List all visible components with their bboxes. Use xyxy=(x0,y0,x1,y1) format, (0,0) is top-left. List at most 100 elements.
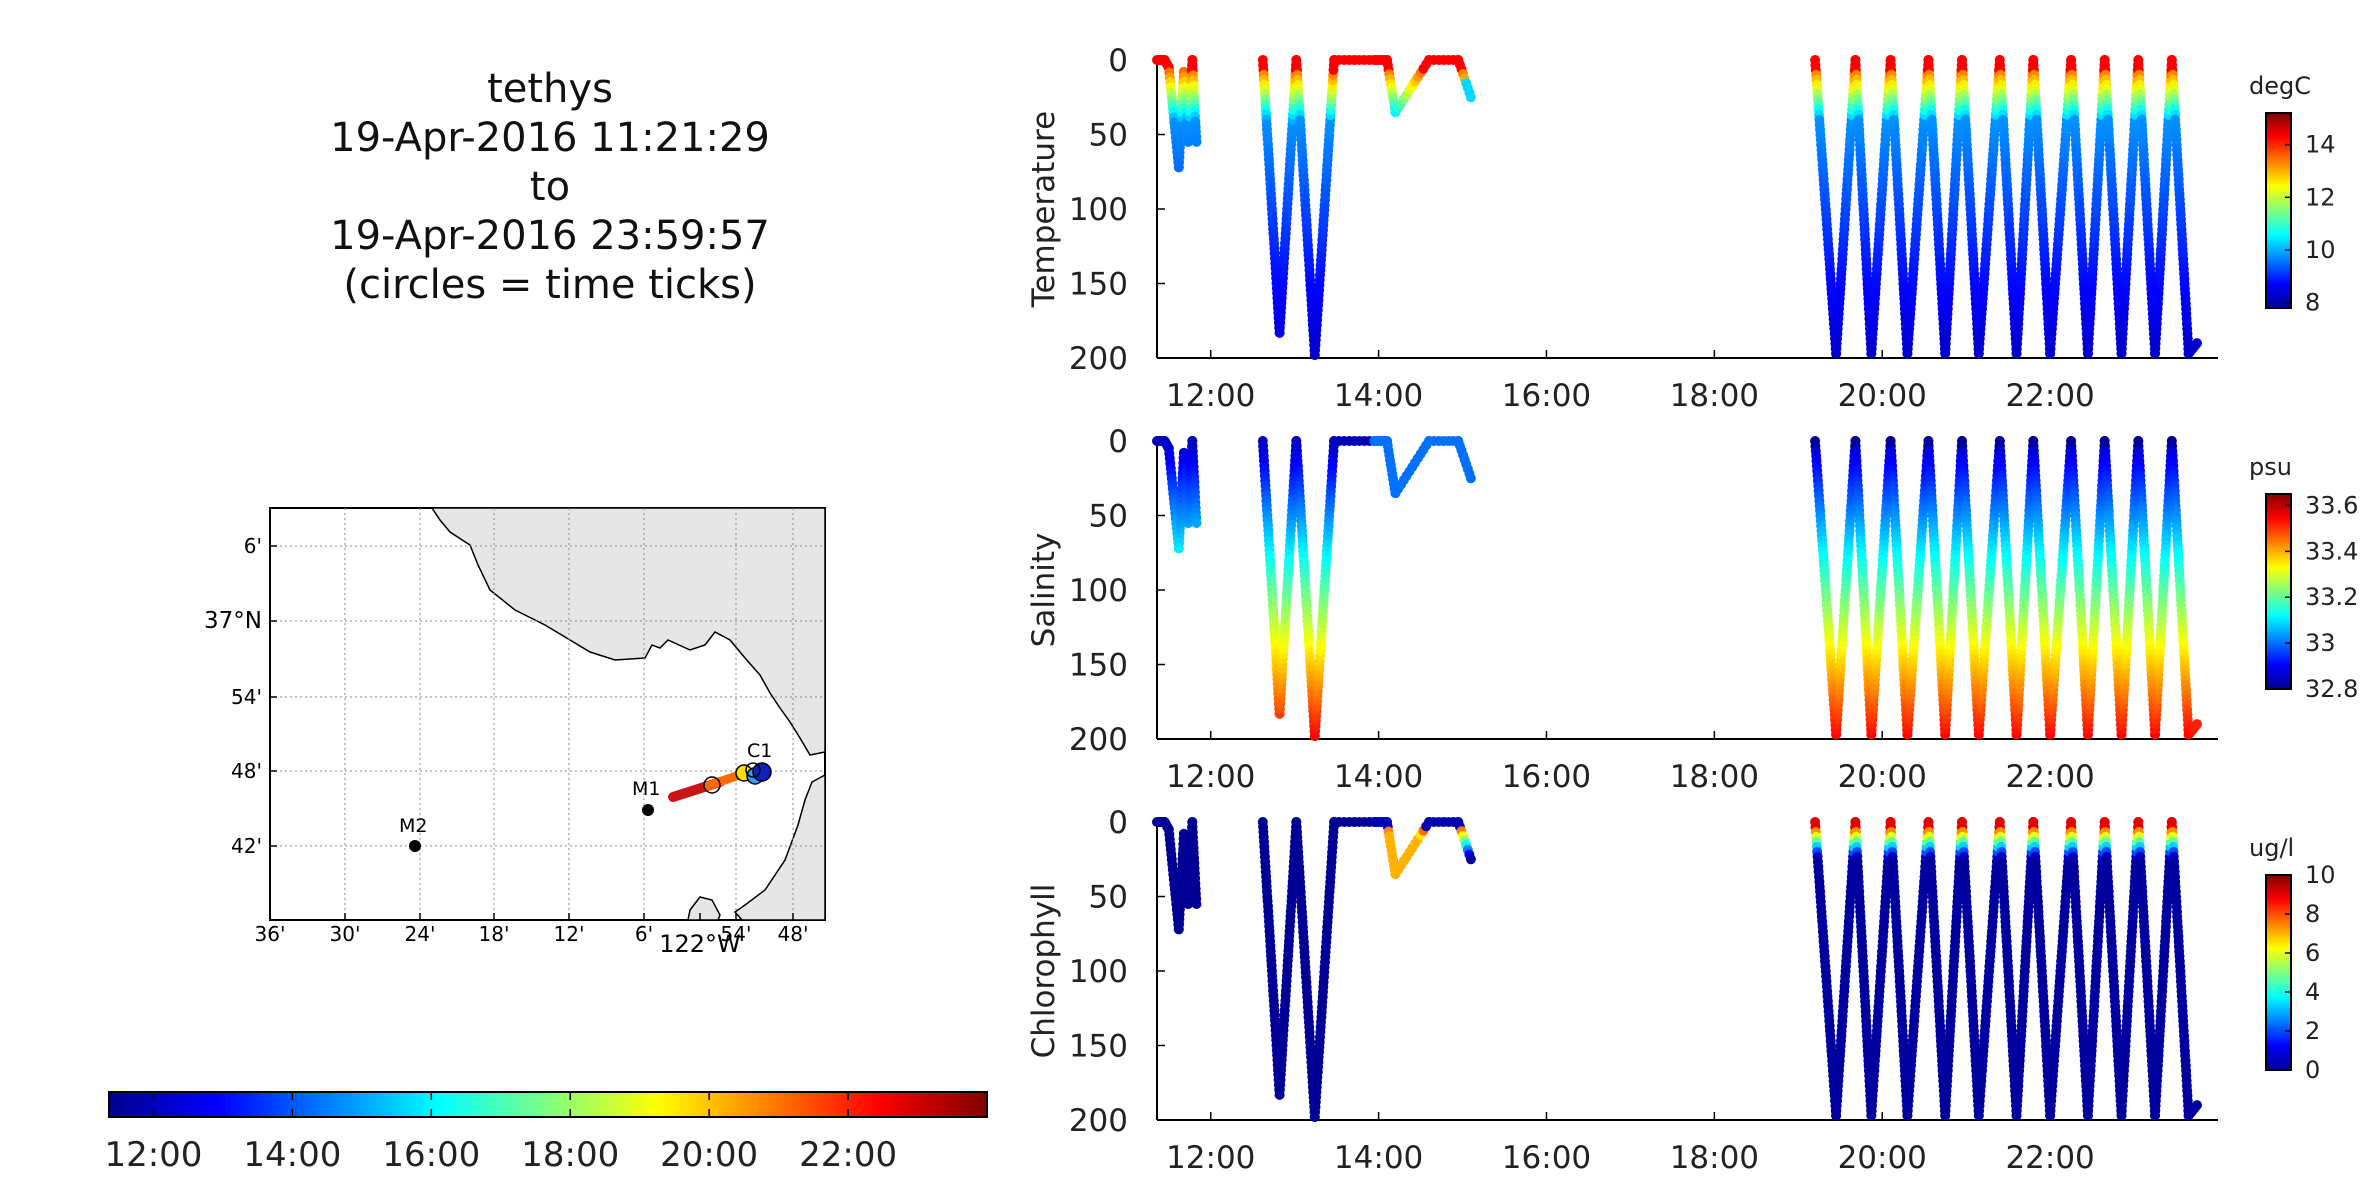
start-time: 19-Apr-2016 11:21:29 xyxy=(330,115,770,161)
land-area-south xyxy=(733,773,826,921)
colorbar-tick-label: 8 xyxy=(2305,289,2320,317)
colorbar-units: ug/l xyxy=(2249,834,2294,862)
colorbar-tick-label: 10 xyxy=(2305,236,2336,264)
track-map: 6'37°N54'48'42' 36' 30' 24' 18' 12' 6' 122°W54… xyxy=(204,507,826,958)
land-area xyxy=(430,507,826,756)
y-axis-label: Chlorophyll xyxy=(1026,884,1062,1059)
colorbar-tick-label: 33.2 xyxy=(2305,583,2358,611)
time-colorbar-tick-label: 20:00 xyxy=(660,1135,758,1175)
map-lon-label: 6' xyxy=(635,922,653,946)
x-tick-label: 22:00 xyxy=(2005,759,2094,795)
colorbar-tick-label: 10 xyxy=(2305,861,2336,889)
profile-trace xyxy=(1152,55,2202,360)
y-tick-label: 0 xyxy=(1108,805,1128,841)
x-tick-label: 20:00 xyxy=(1838,759,1927,795)
map-lon-label: 24' xyxy=(405,922,436,946)
time-colorbar-tick-label: 16:00 xyxy=(382,1135,480,1175)
time-tick-circle xyxy=(703,776,721,794)
y-axis-label: Temperature xyxy=(1026,111,1062,308)
profile-panel-salinity: 0 50 100 150 200 12:00 14:00 16:00 18:00 20:00 22:… xyxy=(1026,424,2358,795)
x-tick-label: 12:00 xyxy=(1166,759,1255,795)
x-tick-label: 14:00 xyxy=(1334,378,1423,414)
x-tick-label: 14:00 xyxy=(1334,1140,1423,1176)
mooring-m2-marker xyxy=(409,840,421,852)
time-colorbar-tick-label: 18:00 xyxy=(521,1135,619,1175)
colorbar-tick-label: 32.8 xyxy=(2305,675,2358,703)
time-colorbar-ticks: 12:00 14:00 16:00 18:00 20:00 22:00 xyxy=(104,1092,897,1175)
time-colorbar-tick-label: 22:00 xyxy=(799,1135,897,1175)
map-lon-label: 36' xyxy=(255,922,286,946)
map-lat-label: 37°N xyxy=(204,608,262,634)
colorbar-temperature xyxy=(2265,112,2292,309)
y-tick-label: 200 xyxy=(1069,341,1128,377)
profile-trace xyxy=(1152,817,2202,1122)
time-ticks-note: (circles = time ticks) xyxy=(343,262,757,308)
land-area-point xyxy=(687,896,721,921)
x-tick-label: 18:00 xyxy=(1670,1140,1759,1176)
map-lon-label: 30' xyxy=(330,922,361,946)
colorbar-tick-label: 12 xyxy=(2305,183,2336,211)
y-tick-label: 50 xyxy=(1089,499,1128,535)
map-lon-label: 18' xyxy=(479,922,510,946)
y-tick-label: 50 xyxy=(1089,880,1128,916)
map-lat-labels: 6' 37°N 54' 48' 42' xyxy=(204,534,277,858)
colorbar-tick-label: 33 xyxy=(2305,629,2336,657)
y-tick-label: 100 xyxy=(1069,954,1128,990)
time-colorbar-gradient xyxy=(108,1091,988,1118)
colorbar-salinity xyxy=(2265,493,2292,690)
x-tick-label: 20:00 xyxy=(1838,1140,1927,1176)
x-tick-label: 22:00 xyxy=(2005,378,2094,414)
colorbar-tick-label: 8 xyxy=(2305,900,2320,928)
time-tick-circle xyxy=(752,762,772,782)
colorbar-tick-label: 2 xyxy=(2305,1017,2320,1045)
plot-title: tethys 19-Apr-2016 11:21:29 to 19-Apr-20… xyxy=(250,65,850,310)
x-tick-label: 22:00 xyxy=(2005,1140,2094,1176)
vehicle-name: tethys xyxy=(487,66,613,112)
x-tick-label: 16:00 xyxy=(1502,759,1591,795)
time-colorbar: 12:00 14:00 16:00 18:00 20:00 22:00 xyxy=(104,1091,988,1175)
x-tick-label: 20:00 xyxy=(1838,378,1927,414)
y-tick-label: 100 xyxy=(1069,192,1128,228)
to-label: to xyxy=(529,164,571,210)
map-lat-label: 42' xyxy=(231,834,262,858)
time-colorbar-tick-label: 12:00 xyxy=(104,1135,202,1175)
colorbar-tick-label: 6 xyxy=(2305,939,2320,967)
map-lat-label: 54' xyxy=(231,685,262,709)
colorbar-tick-label: 33.6 xyxy=(2305,491,2358,519)
colorbar-units: degC xyxy=(2249,72,2311,100)
y-tick-label: 50 xyxy=(1089,118,1128,154)
y-tick-label: 150 xyxy=(1069,1029,1128,1065)
colorbar-tick-label: 4 xyxy=(2305,978,2320,1006)
track-line xyxy=(668,762,772,802)
y-tick-label: 0 xyxy=(1108,43,1128,79)
y-tick-label: 150 xyxy=(1069,267,1128,303)
y-tick-label: 150 xyxy=(1069,648,1128,684)
map-grid xyxy=(270,508,825,920)
map-lon-labels: 36' 30' 24' 18' 12' 6' 122°W54' 48' xyxy=(255,913,809,958)
map-lat-label: 48' xyxy=(231,759,262,783)
colorbar-chlorophyll xyxy=(2265,874,2292,1071)
x-tick-label: 16:00 xyxy=(1502,378,1591,414)
mooring-m1-label: M1 xyxy=(632,778,660,800)
y-tick-label: 200 xyxy=(1069,1103,1128,1139)
time-tick-circle xyxy=(745,762,761,778)
x-tick-label: 12:00 xyxy=(1166,378,1255,414)
map-lon-label: 122°W xyxy=(659,930,741,958)
map-lon-label: 48' xyxy=(778,922,809,946)
end-time: 19-Apr-2016 23:59:57 xyxy=(330,213,770,259)
colorbar-tick-label: 0 xyxy=(2305,1056,2320,1084)
x-tick-label: 18:00 xyxy=(1670,759,1759,795)
y-tick-label: 0 xyxy=(1108,424,1128,460)
mooring-m2-label: M2 xyxy=(399,815,427,837)
y-tick-label: 100 xyxy=(1069,573,1128,609)
mooring-m1-marker xyxy=(642,804,654,816)
x-tick-label: 18:00 xyxy=(1670,378,1759,414)
x-tick-label: 12:00 xyxy=(1166,1140,1255,1176)
y-axis-label: Salinity xyxy=(1026,533,1062,648)
x-tick-label: 14:00 xyxy=(1334,759,1423,795)
x-tick-label: 16:00 xyxy=(1502,1140,1591,1176)
colorbar-tick-label: 14 xyxy=(2305,131,2336,159)
